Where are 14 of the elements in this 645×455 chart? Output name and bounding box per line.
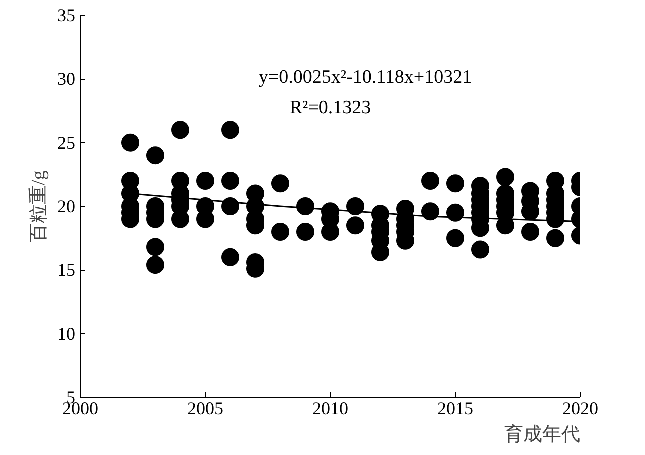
y-tick-label: 10 xyxy=(58,324,76,344)
x-axis-title: 育成年代 xyxy=(504,424,580,446)
y-axis-title: 百粒重/g xyxy=(28,170,50,242)
annotation: y=0.0025x²-10.118x+10321 xyxy=(258,67,472,88)
x-tick-label: 2020 xyxy=(562,398,598,418)
y-tick-label: 35 xyxy=(58,6,76,26)
x-tick-label: 2010 xyxy=(312,398,348,418)
x-tick-label: 2005 xyxy=(188,398,224,418)
annotation: R²=0.1323 xyxy=(290,98,372,119)
y-tick-label: 15 xyxy=(58,260,76,280)
y-tick-label: 30 xyxy=(58,69,76,90)
y-tick-label: 25 xyxy=(58,132,76,153)
x-tick-label: 2015 xyxy=(438,398,474,418)
y-tick-label: 20 xyxy=(58,196,76,216)
